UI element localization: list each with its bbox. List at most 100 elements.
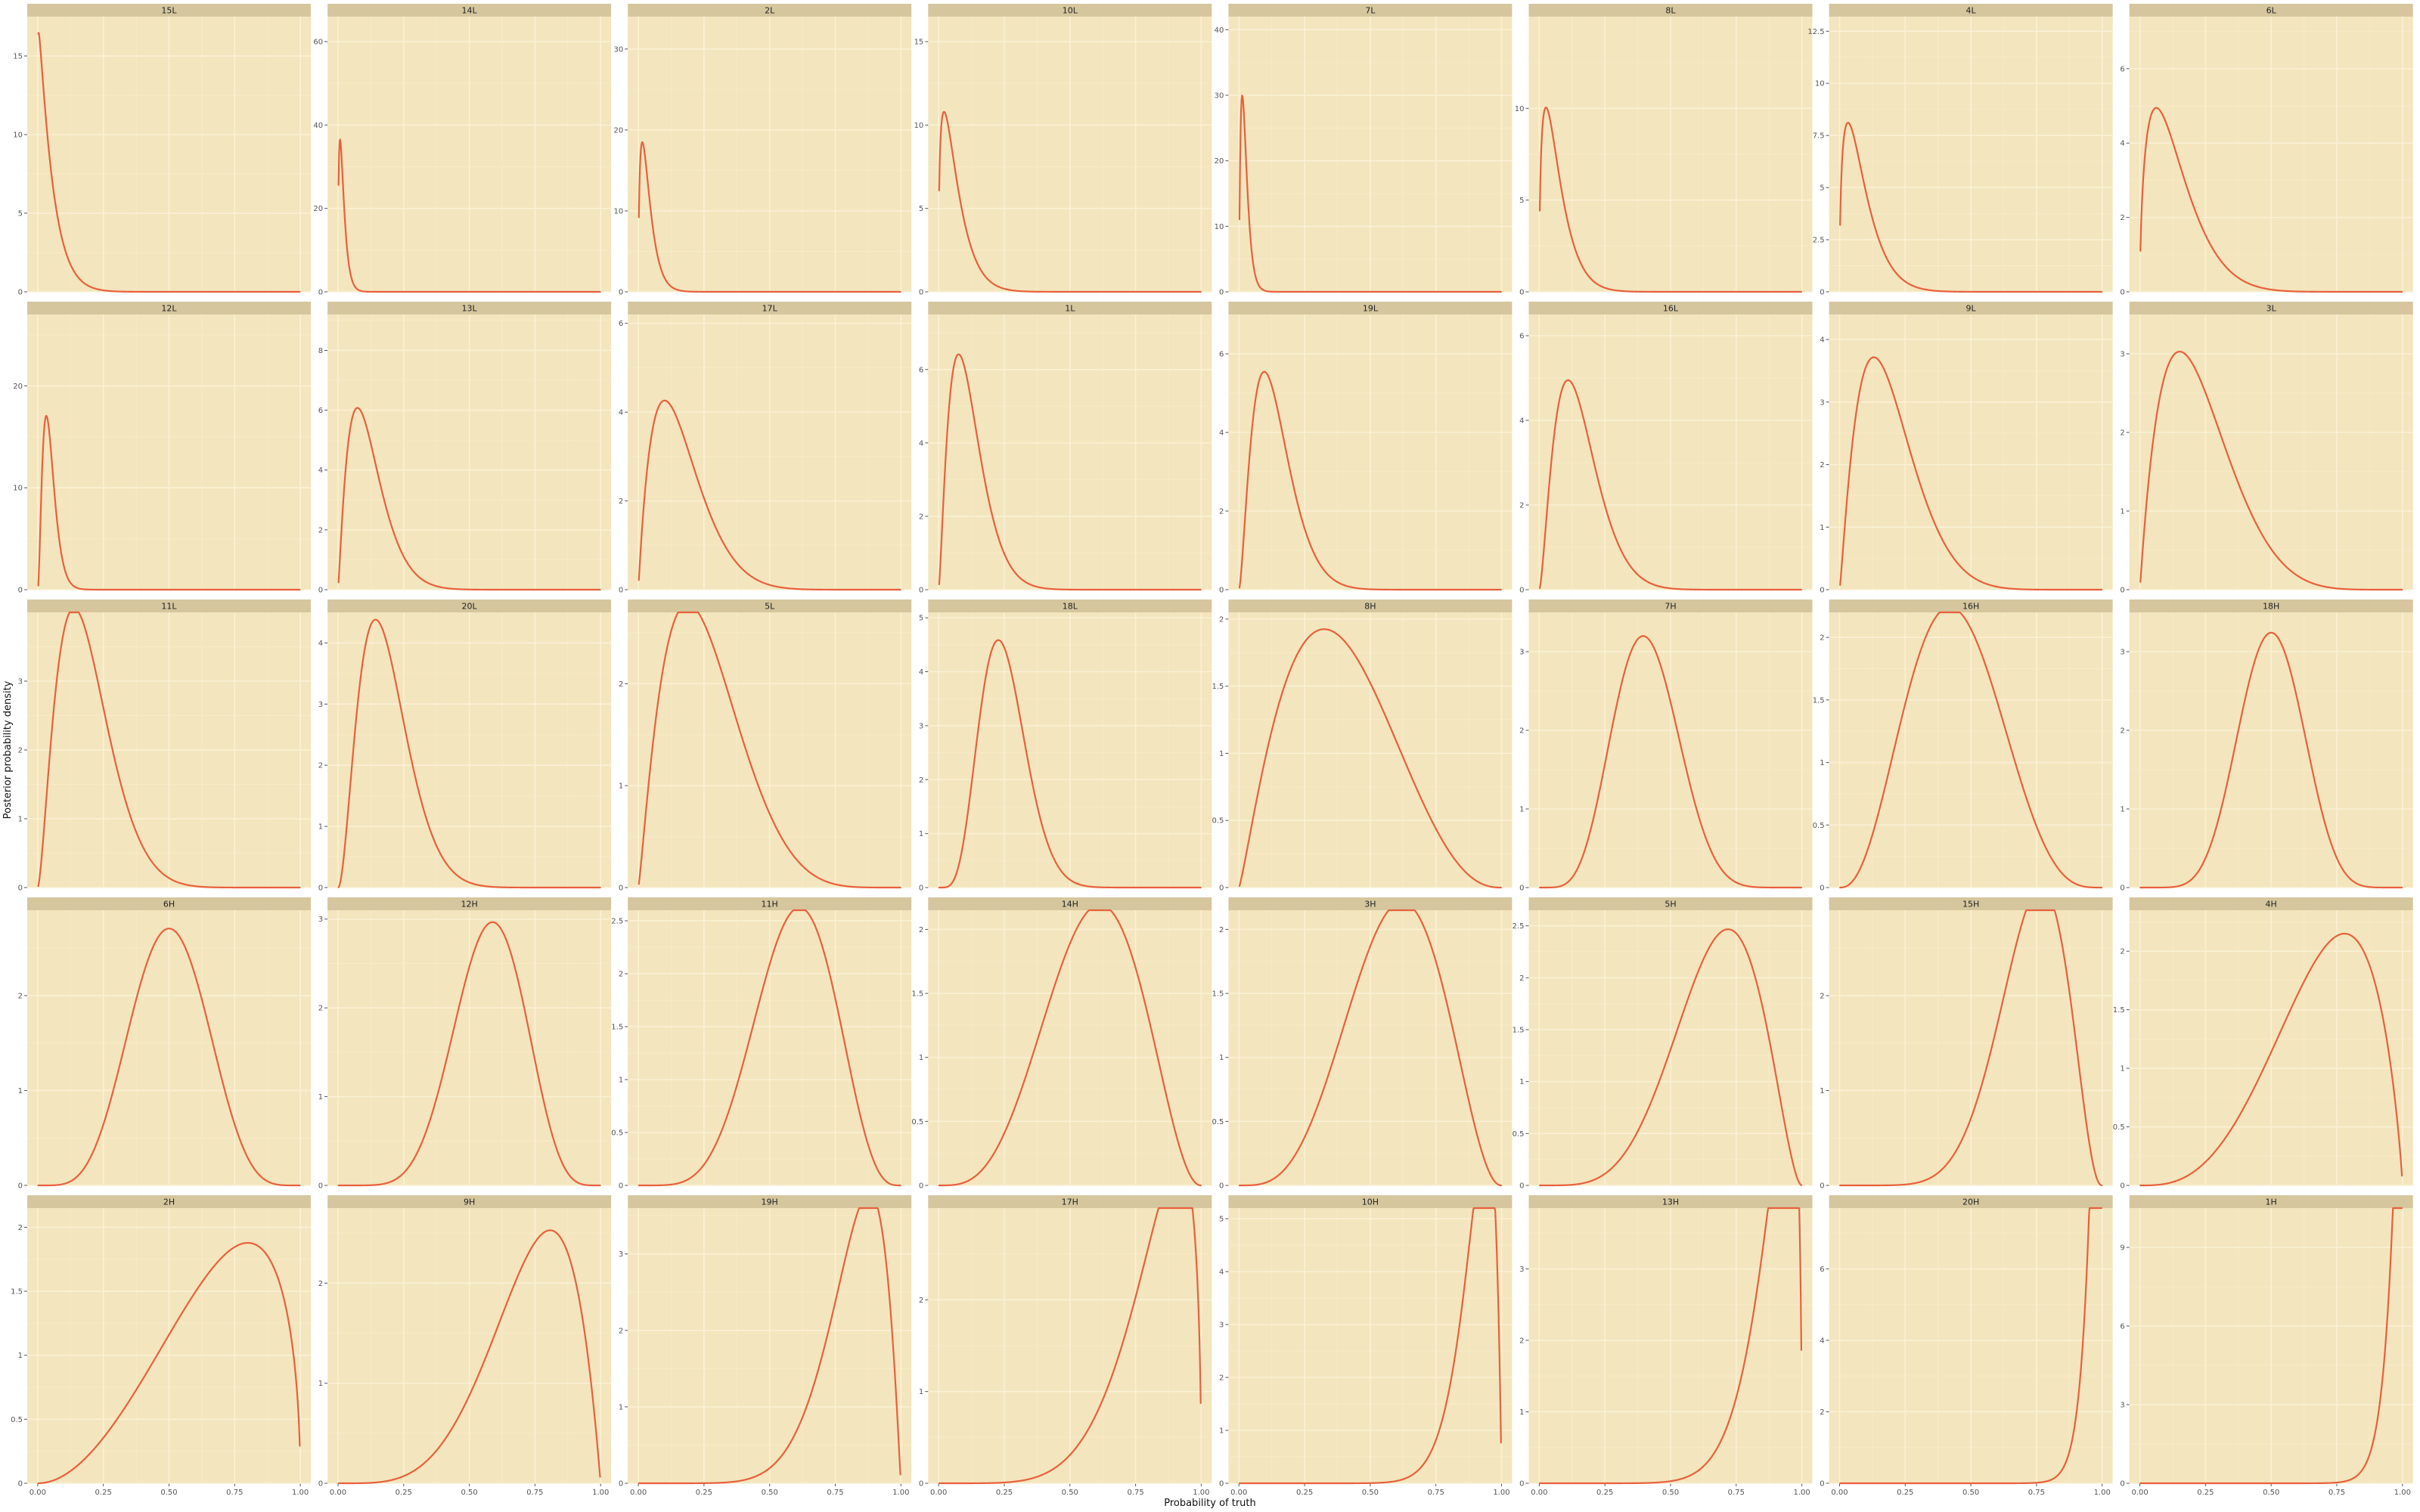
density-curve-5L	[638, 611, 901, 889]
y-tick-label: 2	[1519, 727, 1524, 736]
y-tick-label: 7.5	[1813, 132, 1825, 141]
y-tick-label: 3	[2120, 351, 2124, 359]
y-tick-label: 1	[919, 1388, 923, 1396]
facet-strip	[1528, 897, 1813, 910]
y-tick-label: 10	[1515, 105, 1525, 113]
y-tick-label: 1	[318, 823, 323, 832]
x-tick-label: 0.00	[1531, 1489, 1547, 1497]
y-tick-label: 2	[2120, 948, 2124, 956]
facet-strip	[1528, 302, 1813, 314]
y-tick-label: 40	[313, 122, 323, 130]
facet-panel-10H: 10H 0.00 0.25 0.50 0.75 1.00 0 1 2 3 4 5	[1219, 1195, 1512, 1497]
facet-strip	[928, 1195, 1212, 1208]
facet-panel-18L: 18L 0 1 2 3 4 5	[919, 600, 1212, 893]
y-tick-label: 5	[1519, 197, 1524, 205]
density-curve-13L	[337, 407, 601, 591]
y-tick-label: 1.5	[611, 1024, 623, 1032]
y-tick-label: 1	[1820, 524, 1824, 532]
facet-panel-4L: 4L 0 2.5 5 7.5 10 12.5	[1807, 4, 2113, 297]
facet-panel-6H: 6H 0 1 2	[18, 897, 311, 1191]
x-tick-label: 0.00	[330, 1489, 346, 1497]
facet-strip	[928, 600, 1212, 612]
y-tick-label: 2	[2120, 214, 2124, 222]
facet-strip	[327, 600, 612, 612]
density-curve-8L	[1538, 107, 1803, 293]
x-tick-label: 0.00	[2131, 1489, 2148, 1497]
x-tick-label: 0.75	[2328, 1489, 2345, 1497]
facet-panel-12H: 12H 0 1 2 3	[318, 897, 612, 1191]
density-curve-9H	[337, 1229, 601, 1485]
y-tick-label: 1	[2120, 508, 2124, 516]
x-tick-label: 0.00	[1831, 1489, 1848, 1497]
y-tick-label: 0.5	[2113, 1123, 2125, 1132]
y-tick-label: 1.5	[911, 990, 923, 999]
facet-strip-label: 19L	[1363, 304, 1379, 314]
y-tick-label: 0	[18, 1182, 23, 1191]
facet-panel-18H: 18H 0 1 2 3	[2120, 600, 2413, 893]
facet-strip	[1228, 1195, 1512, 1208]
y-tick-label: 5	[18, 210, 23, 218]
y-tick-label: 0	[919, 1182, 923, 1191]
y-tick-label: 8	[318, 347, 323, 355]
facet-strip-label: 10L	[1063, 6, 1078, 16]
y-tick-label: 0	[18, 289, 23, 297]
y-tick-label: 0	[18, 885, 23, 893]
y-tick-label: 2	[1519, 974, 1524, 983]
facet-strip-label: 9H	[464, 1198, 475, 1207]
facet-strip-label: 17H	[1062, 1198, 1078, 1207]
facet-strip-label: 14H	[1062, 900, 1078, 909]
y-tick-label: 2	[1820, 634, 1824, 643]
y-tick-label: 1.5	[1212, 990, 1224, 999]
facet-strip-label: 18H	[2263, 602, 2279, 612]
density-curve-16H	[1839, 611, 2103, 889]
y-tick-label: 0	[1219, 885, 1224, 893]
density-curve-11L	[37, 611, 301, 889]
y-tick-label: 1.5	[1813, 696, 1825, 705]
facet-strip-label: 15H	[1962, 900, 1979, 909]
facet-strip	[27, 600, 311, 612]
y-tick-label: 2	[919, 776, 923, 785]
y-tick-label: 0	[619, 289, 623, 297]
y-tick-label: 4	[1219, 429, 1224, 438]
y-tick-label: 3	[1820, 398, 1824, 407]
facet-strip-label: 8L	[1665, 6, 1676, 16]
y-tick-label: 1	[18, 816, 23, 824]
density-curve-12H	[337, 921, 601, 1187]
density-curve-16L	[1538, 379, 1803, 591]
x-tick-label: 0.25	[1596, 1489, 1613, 1497]
y-tick-label: 3	[919, 722, 923, 730]
facet-panel-12L: 12L 0 10 20	[13, 302, 311, 595]
y-tick-label: 0	[18, 1480, 23, 1489]
facet-strip-label: 17L	[762, 304, 778, 314]
y-tick-label: 2	[2120, 429, 2124, 438]
y-tick-label: 60	[313, 39, 323, 47]
facet-strip-label: 6L	[2266, 6, 2277, 16]
y-tick-label: 0	[2120, 289, 2124, 297]
x-tick-label: 0.75	[1127, 1489, 1143, 1497]
density-curve-11H	[638, 909, 901, 1187]
y-tick-label: 10	[13, 485, 23, 493]
y-tick-label: 20	[613, 126, 623, 135]
facet-strip-label: 5H	[1665, 900, 1676, 909]
facet-strip	[928, 302, 1212, 314]
y-tick-label: 10	[1215, 223, 1224, 231]
x-tick-label: 1.00	[2094, 1489, 2111, 1497]
x-tick-label: 0.50	[160, 1489, 177, 1497]
y-tick-label: 6	[1219, 351, 1224, 359]
x-tick-label: 0.00	[29, 1489, 46, 1497]
y-tick-label: 4	[1820, 336, 1824, 345]
facet-strip-label: 9L	[1966, 304, 1977, 314]
y-tick-label: 6	[2120, 1323, 2124, 1331]
y-tick-label: 4	[1820, 1337, 1824, 1345]
y-tick-label: 4	[318, 466, 323, 475]
facet-panel-16L: 16L 0 2 4 6	[1519, 302, 1813, 595]
facet-strip	[628, 302, 912, 314]
y-tick-label: 2	[619, 1327, 623, 1335]
y-tick-label: 1.5	[1212, 683, 1224, 691]
y-tick-label: 30	[1215, 92, 1224, 101]
facet-panel-19H: 19H 0.00 0.25 0.50 0.75 1.00 0 1 2 3	[619, 1195, 912, 1497]
y-tick-label: 0	[318, 885, 323, 893]
density-curve-1L	[938, 353, 1202, 591]
y-tick-label: 40	[1215, 26, 1224, 35]
facet-strip-label: 1H	[2266, 1198, 2277, 1207]
